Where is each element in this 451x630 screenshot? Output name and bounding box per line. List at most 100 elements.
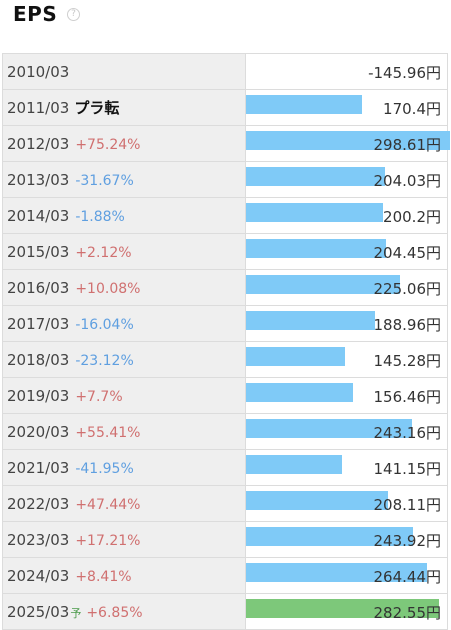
- eps-value: 208.11円: [373, 496, 442, 514]
- table-row: 2018/03 -23.12% 145.28円: [2, 341, 448, 378]
- eps-bar: [246, 347, 345, 366]
- table-row: 2016/03 +10.08% 225.06円: [2, 269, 448, 306]
- eps-value: 282.55円: [373, 604, 442, 622]
- eps-bar: [246, 95, 362, 114]
- turnaround-tag: プラ転: [74, 99, 120, 117]
- row-value-cell: 170.4円: [245, 89, 448, 126]
- yoy-change: -31.67%: [75, 172, 134, 189]
- row-value-cell: 156.46円: [245, 377, 448, 414]
- yoy-change: +10.08%: [75, 280, 141, 297]
- fiscal-year: 2022/03: [7, 494, 70, 513]
- eps-bar: [246, 203, 383, 222]
- table-row: 2013/03 -31.67% 204.03円: [2, 161, 448, 198]
- table-row: 2017/03 -16.04% 188.96円: [2, 305, 448, 342]
- row-label: 2010/03: [2, 53, 246, 90]
- section-title: EPS: [13, 2, 58, 26]
- row-label: 2015/03 +2.12%: [2, 233, 246, 270]
- row-value-cell: 243.16円: [245, 413, 448, 450]
- table-row: 2019/03 +7.7% 156.46円: [2, 377, 448, 414]
- row-label: 2025/03予 +6.85%: [2, 593, 246, 630]
- row-value-cell: 204.45円: [245, 233, 448, 270]
- table-row: 2022/03 +47.44% 208.11円: [2, 485, 448, 522]
- row-value-cell: 145.28円: [245, 341, 448, 378]
- table-row: 2015/03 +2.12% 204.45円: [2, 233, 448, 270]
- fiscal-year: 2014/03: [7, 206, 70, 225]
- table-row: 2014/03 -1.88% 200.2円: [2, 197, 448, 234]
- fiscal-year: 2010/03: [7, 62, 70, 81]
- row-value-cell: 225.06円: [245, 269, 448, 306]
- row-label: 2019/03 +7.7%: [2, 377, 246, 414]
- yoy-change: -41.95%: [75, 460, 134, 477]
- yoy-change: -23.12%: [75, 352, 134, 369]
- fiscal-year: 2011/03: [7, 99, 70, 117]
- eps-bar: [246, 275, 400, 294]
- table-row: 2012/03 +75.24% 298.61円: [2, 125, 450, 162]
- eps-table-body: 2010/03 -145.96円 2011/03 プラ転 170.4円 2012/03 +7…: [2, 53, 450, 630]
- fiscal-year: 2017/03: [7, 314, 70, 333]
- yoy-change: +6.85%: [86, 604, 143, 621]
- forecast-mark: 予: [70, 606, 82, 620]
- fiscal-year: 2025/03: [7, 602, 70, 621]
- eps-bar: [246, 419, 412, 438]
- eps-value: 243.92円: [373, 532, 442, 550]
- eps-value: 145.28円: [373, 352, 442, 370]
- row-value-cell: 141.15円: [245, 449, 448, 486]
- row-label: 2014/03 -1.88%: [2, 197, 246, 234]
- fiscal-year: 2021/03: [7, 458, 70, 477]
- yoy-change: +55.41%: [75, 424, 141, 441]
- fiscal-year: 2024/03: [7, 566, 70, 585]
- eps-value: 170.4円: [383, 100, 441, 118]
- eps-value: 200.2円: [383, 208, 441, 226]
- eps-bar: [246, 563, 427, 582]
- row-value-cell: 200.2円: [245, 197, 448, 234]
- fiscal-year: 2018/03: [7, 350, 70, 369]
- row-value-cell: 298.61円: [245, 125, 450, 162]
- fiscal-year: 2019/03: [7, 386, 70, 405]
- yoy-change: +8.41%: [75, 568, 132, 585]
- table-row: 2020/03 +55.41% 243.16円: [2, 413, 448, 450]
- eps-bar: [246, 167, 385, 186]
- row-label: 2018/03 -23.12%: [2, 341, 246, 378]
- eps-value: 204.45円: [373, 244, 442, 262]
- row-value-cell: 208.11円: [245, 485, 448, 522]
- row-label: 2023/03 +17.21%: [2, 521, 246, 558]
- row-label: 2021/03 -41.95%: [2, 449, 246, 486]
- fiscal-year: 2013/03: [7, 170, 70, 189]
- table-row: 2021/03 -41.95% 141.15円: [2, 449, 448, 486]
- table-row: 2024/03 +8.41% 264.44円: [2, 557, 448, 594]
- table-row: 2011/03 プラ転 170.4円: [2, 89, 448, 126]
- eps-bar: [246, 311, 375, 330]
- table-row: 2010/03 -145.96円: [2, 53, 448, 90]
- row-label: 2017/03 -16.04%: [2, 305, 246, 342]
- row-label: 2020/03 +55.41%: [2, 413, 246, 450]
- table-row: 2023/03 +17.21% 243.92円: [2, 521, 448, 558]
- fiscal-year: 2015/03: [7, 242, 70, 261]
- row-label: 2024/03 +8.41%: [2, 557, 246, 594]
- forecast-eps-bar: [246, 599, 439, 618]
- row-label: 2013/03 -31.67%: [2, 161, 246, 198]
- eps-value: 156.46円: [373, 388, 442, 406]
- yoy-change: -1.88%: [75, 208, 125, 225]
- eps-bar: [246, 455, 342, 474]
- row-value-cell: 264.44円: [245, 557, 448, 594]
- yoy-change: +17.21%: [75, 532, 141, 549]
- eps-value: 204.03円: [373, 172, 442, 190]
- yoy-change: +75.24%: [75, 136, 141, 153]
- yoy-change: +47.44%: [75, 496, 141, 513]
- eps-value: -145.96円: [368, 64, 441, 82]
- fiscal-year: 2016/03: [7, 278, 70, 297]
- row-value-cell: 188.96円: [245, 305, 448, 342]
- row-label: 2011/03 プラ転: [2, 89, 246, 126]
- eps-value: 141.15円: [373, 460, 442, 478]
- row-value-cell: 204.03円: [245, 161, 448, 198]
- yoy-change: +2.12%: [75, 244, 132, 261]
- eps-value: 264.44円: [373, 568, 442, 586]
- fiscal-year: 2012/03: [7, 134, 70, 153]
- table-row: 2025/03予 +6.85% 282.55円: [2, 593, 448, 630]
- eps-value: 298.61円: [373, 136, 442, 154]
- eps-bar: [246, 239, 386, 258]
- eps-table: 2010/03 -145.96円 2011/03 プラ転 170.4円 2012/03 +7…: [2, 53, 450, 630]
- yoy-change: +7.7%: [75, 388, 123, 405]
- row-value-cell: 282.55円: [245, 593, 448, 630]
- help-icon[interactable]: ?: [67, 8, 80, 21]
